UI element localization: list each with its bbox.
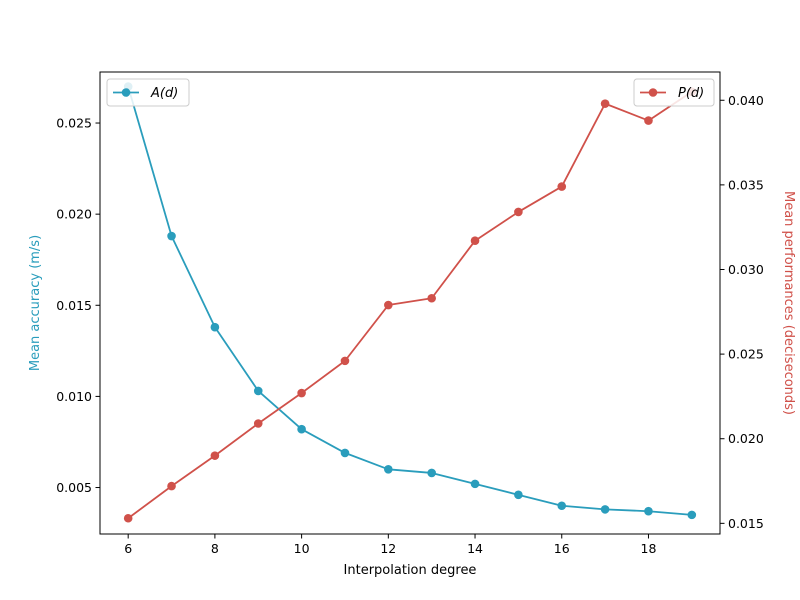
legend-marker-swatch <box>121 88 131 97</box>
left-y-tick-label: 0.005 <box>56 480 92 495</box>
plot-layer <box>123 82 697 523</box>
data-point-accuracy <box>600 505 610 514</box>
data-point-performance <box>210 451 220 460</box>
data-point-accuracy <box>384 465 393 474</box>
data-point-performance <box>297 388 306 398</box>
data-point-accuracy <box>514 490 523 500</box>
data-point-accuracy <box>470 479 480 489</box>
right-y-tick-label: 0.015 <box>728 516 764 531</box>
axes-layer: 6 8 10 12 14 16 18 0.005 0.010 0.015 0.020 0.025 0.0… <box>56 71 764 556</box>
legend-label: P(d) <box>678 86 704 101</box>
x-tick-label: 14 <box>467 541 483 556</box>
series-line-accuracy <box>127 86 692 516</box>
data-point-accuracy <box>340 448 350 458</box>
legend-box <box>633 78 715 107</box>
left-y-tick-label: 0.010 <box>56 389 92 404</box>
x-tick-label: 8 <box>211 541 219 556</box>
legend-right: P(d) <box>633 78 715 107</box>
data-point-accuracy <box>687 510 697 520</box>
left-y-axis-title: Mean accuracy (m/s) <box>28 235 43 371</box>
data-point-accuracy <box>427 468 436 478</box>
legend-label: A(d) <box>150 86 178 101</box>
x-tick-label: 16 <box>554 541 570 556</box>
data-point-performance <box>470 236 480 246</box>
left-y-tick-label: 0.015 <box>56 298 92 313</box>
right-y-tick-label: 0.040 <box>728 93 764 108</box>
legend-marker-swatch <box>648 88 658 97</box>
x-axis-title: Interpolation degree <box>344 563 477 578</box>
data-point-accuracy <box>253 386 263 396</box>
data-point-accuracy <box>167 231 176 241</box>
x-tick-label: 10 <box>294 541 310 556</box>
data-point-performance <box>514 207 523 217</box>
x-tick-label: 6 <box>124 541 132 556</box>
data-point-performance <box>384 300 393 310</box>
right-y-tick-label: 0.025 <box>728 347 764 362</box>
x-tick-label: 18 <box>641 541 657 556</box>
data-point-performance <box>253 419 263 428</box>
data-point-performance <box>600 99 610 108</box>
data-point-accuracy <box>297 424 306 434</box>
legend-left: A(d) <box>106 78 190 107</box>
left-y-tick-label: 0.020 <box>56 207 92 222</box>
data-point-accuracy <box>210 322 220 332</box>
legend-box <box>106 78 190 107</box>
right-y-tick-label: 0.020 <box>728 431 764 446</box>
data-point-performance <box>123 513 133 523</box>
data-point-performance <box>427 293 436 303</box>
right-y-axis-title: Mean performances (deciseconds) <box>781 191 796 415</box>
x-tick-label: 12 <box>380 541 396 556</box>
data-point-performance <box>644 116 653 125</box>
right-y-tick-label: 0.035 <box>728 177 764 192</box>
data-point-accuracy <box>644 506 653 516</box>
data-point-performance <box>340 356 350 366</box>
left-y-tick-label: 0.025 <box>56 116 92 131</box>
data-point-performance <box>557 182 567 191</box>
right-y-tick-label: 0.030 <box>728 262 764 277</box>
data-point-accuracy <box>557 501 567 511</box>
series-line-performance <box>127 91 693 519</box>
plot-frame <box>99 71 721 535</box>
data-point-performance <box>167 481 176 491</box>
